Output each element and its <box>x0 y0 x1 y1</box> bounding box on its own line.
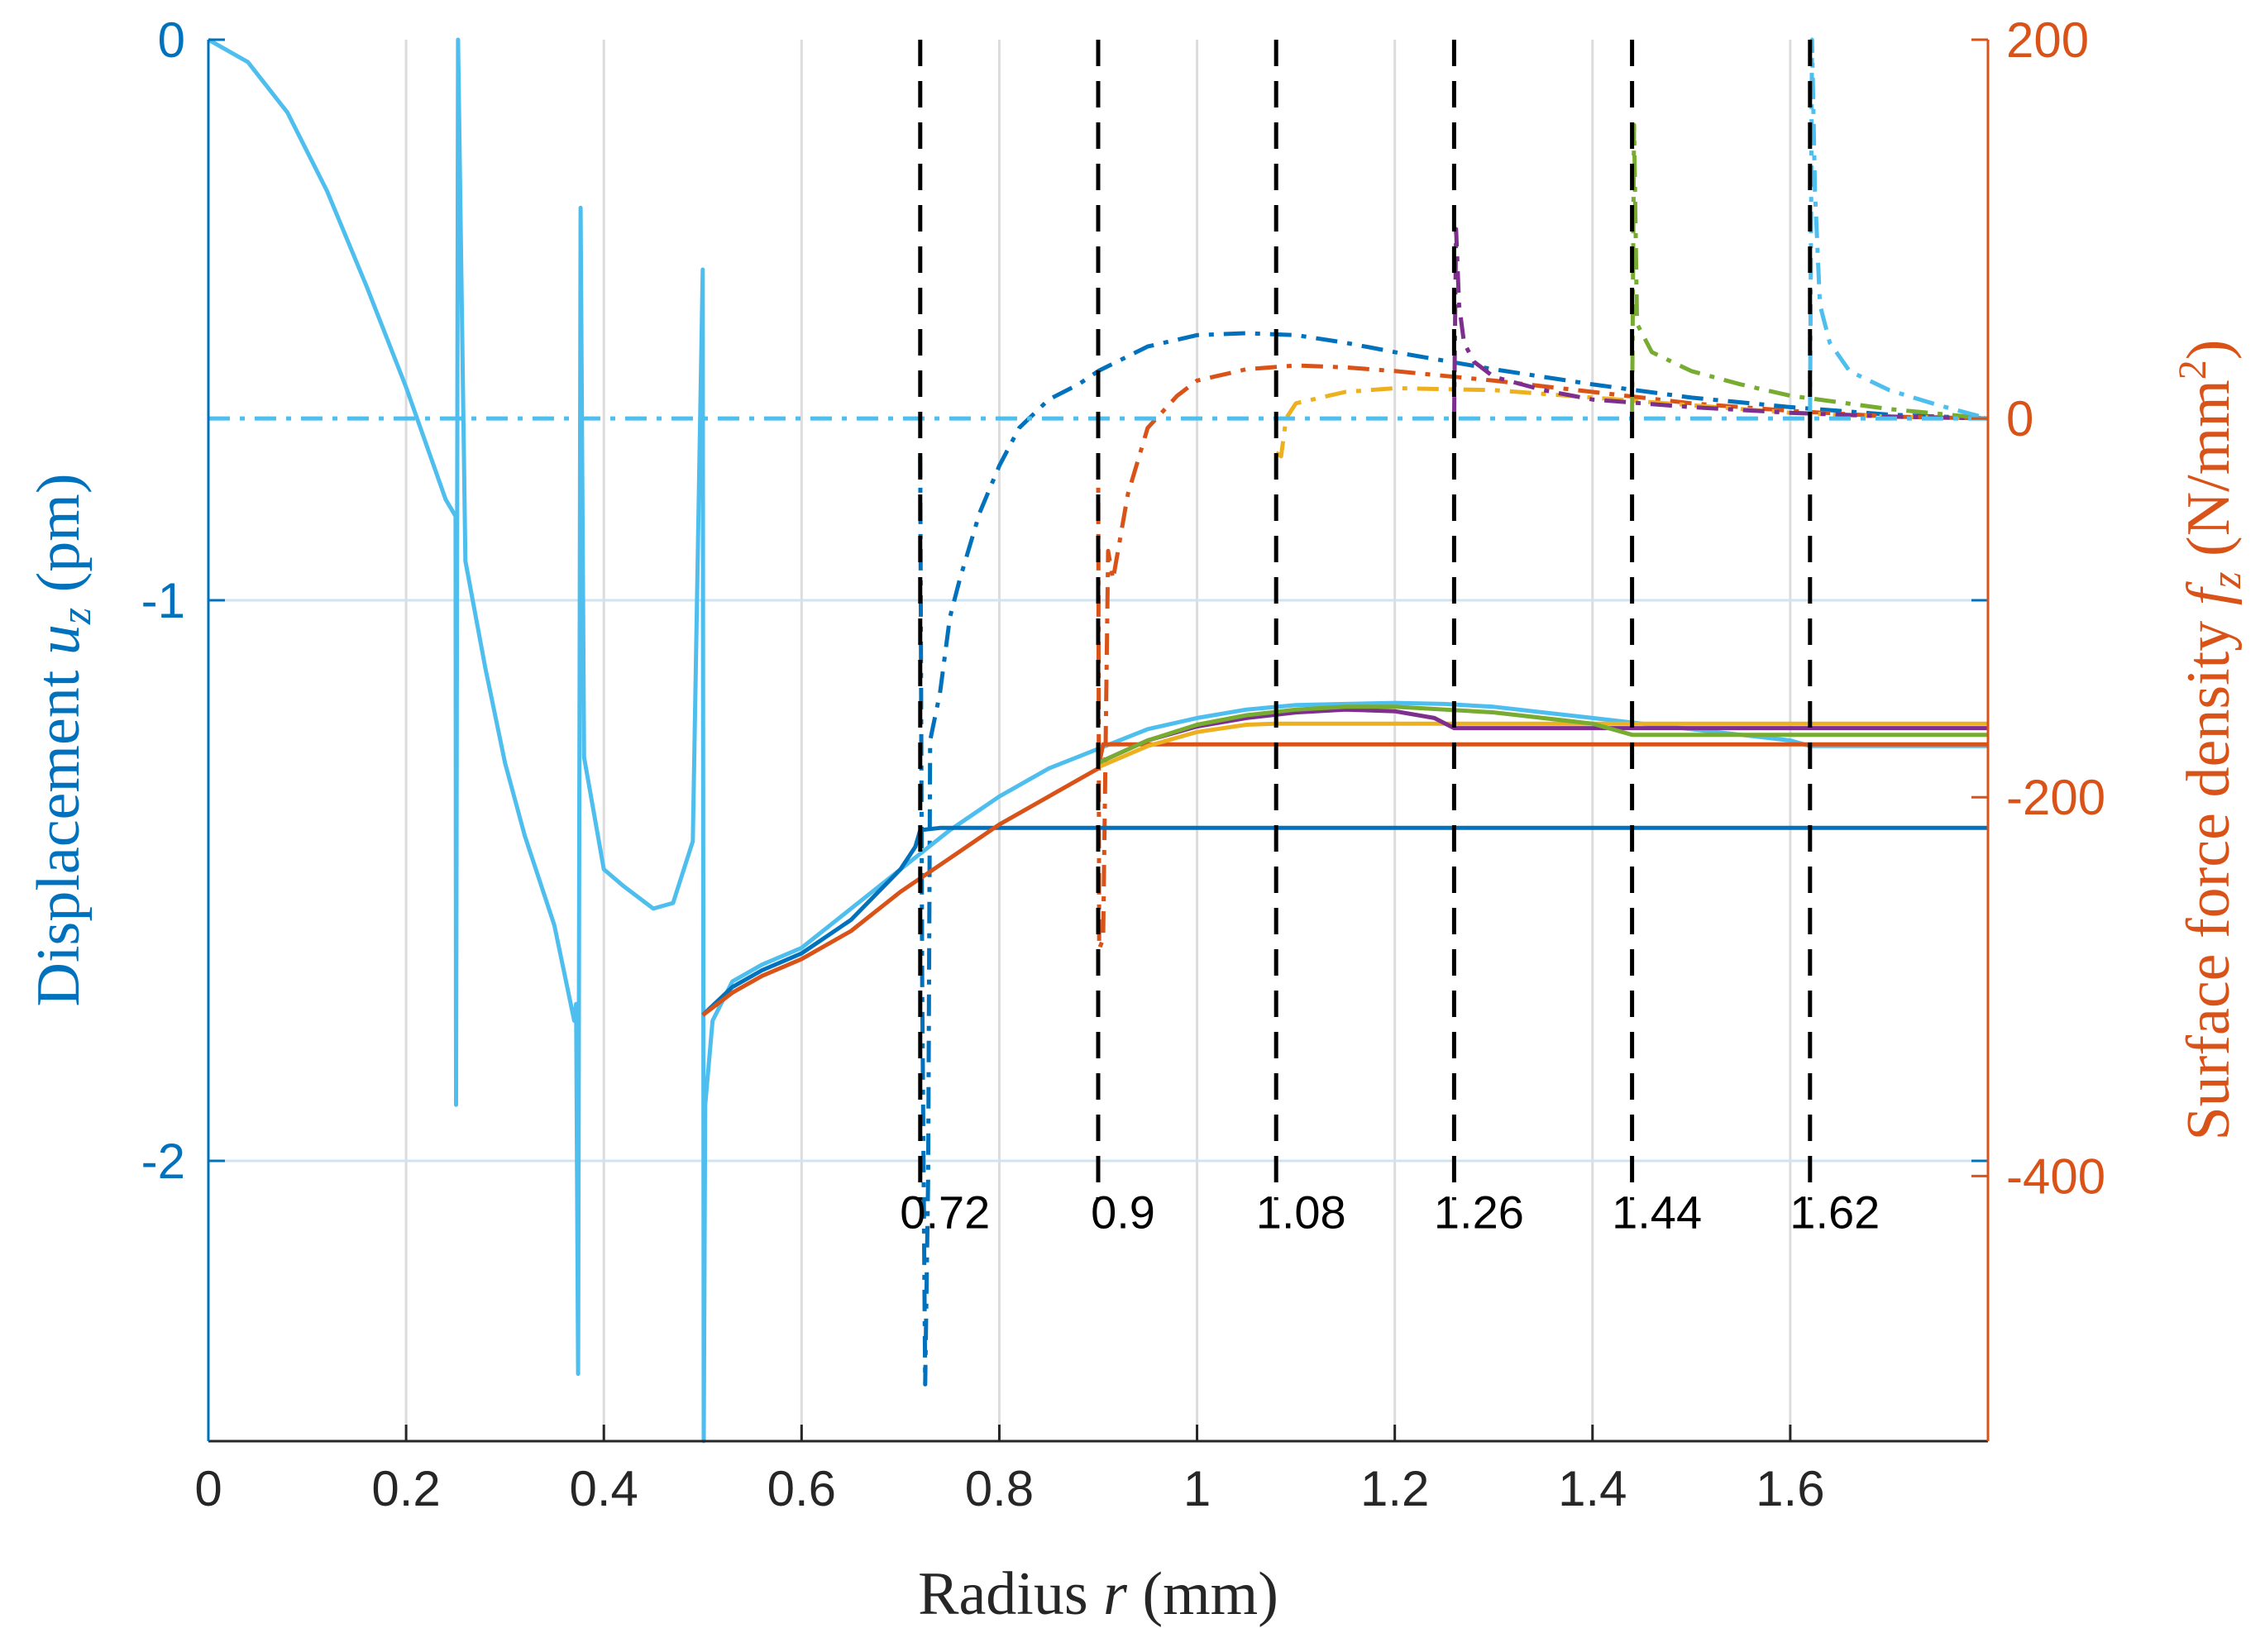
left-y-tick-label: 0 <box>158 12 185 68</box>
right-y-tick-label: -200 <box>2006 770 2105 825</box>
series-line-3 <box>701 742 1988 1017</box>
right-axis-label-sup: 2 <box>2171 360 2215 380</box>
x-tick-label: 0.4 <box>570 1461 638 1516</box>
x-tick-label: 0.8 <box>965 1461 1034 1516</box>
series-line-8 <box>1096 363 1989 951</box>
x-tick-label: 1.4 <box>1558 1461 1627 1516</box>
annotation-labels: 0.72 0.9 1.08 1.26 1.44 1.62 <box>900 1186 1880 1238</box>
tick-labels: 0 0.2 0.4 0.6 0.8 1 1.2 1.4 1.6 0 -1 -2 200 0 -200 -400 <box>141 12 2105 1516</box>
annotation-lines <box>918 40 1813 1201</box>
x-tick-label: 0.2 <box>371 1461 440 1516</box>
series-group <box>207 37 1989 1444</box>
left-axis-label: Displacement uz (pm) <box>25 474 100 1007</box>
x-axis-label-var: r <box>1103 1560 1128 1628</box>
series-line-2 <box>701 825 1988 1017</box>
axes <box>207 38 1990 1443</box>
left-axis-label-var: u <box>25 624 93 655</box>
series-line-6 <box>1097 704 1988 765</box>
x-axis-label: Radius r (mm) <box>918 1560 1278 1628</box>
left-axis-label-sub: z <box>53 608 100 625</box>
right-axis-label-post2: ) <box>2175 340 2243 360</box>
x-tick-label: 1.2 <box>1360 1461 1429 1516</box>
x-tick-label: 0.6 <box>767 1461 836 1516</box>
right-axis-label-sub: z <box>2203 571 2250 589</box>
right-y-tick-label: 0 <box>2006 391 2033 446</box>
annotation-label-5: 1.44 <box>1612 1186 1702 1238</box>
right-y-tick-label: 200 <box>2006 12 2089 68</box>
right-axis-label-post: (N/mm <box>2175 380 2243 571</box>
x-axis-label-pre: Radius <box>918 1560 1103 1628</box>
left-y-tick-label: -2 <box>141 1134 185 1189</box>
annotation-label-2: 0.9 <box>1091 1186 1155 1238</box>
series-line-12 <box>1808 37 1989 421</box>
series-line-4 <box>1097 721 1988 770</box>
x-tick-label: 1 <box>1183 1461 1211 1516</box>
left-axis-label-post: (pm) <box>25 474 93 608</box>
x-axis-label-post: (mm) <box>1127 1560 1278 1628</box>
series-line-10 <box>1451 227 1989 421</box>
series-line-7 <box>918 331 1989 1387</box>
x-tick-label: 1.6 <box>1756 1461 1824 1516</box>
left-axis-label-pre: Displacement <box>25 655 93 1006</box>
right-axis-label-pre: Surface force density <box>2175 605 2243 1140</box>
annotation-label-1: 0.72 <box>900 1186 990 1238</box>
annotation-label-4: 1.26 <box>1434 1186 1524 1238</box>
right-axis-label: Surface force density fz (N/mm2) <box>2171 340 2250 1141</box>
x-tick-label: 0 <box>194 1461 222 1516</box>
annotation-label-6: 1.62 <box>1790 1186 1880 1238</box>
right-y-tick-label: -400 <box>2006 1148 2105 1204</box>
annotation-label-3: 1.08 <box>1256 1186 1346 1238</box>
left-y-tick-label: -1 <box>141 573 185 628</box>
series-line-1 <box>207 37 1988 1444</box>
